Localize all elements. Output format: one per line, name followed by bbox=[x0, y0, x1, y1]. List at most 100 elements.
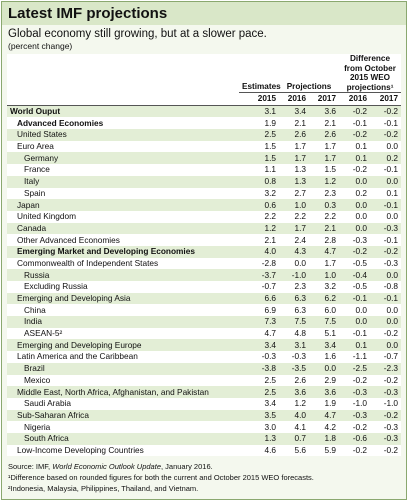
cell-value: 3.5 bbox=[239, 409, 279, 422]
cell-value: 3.6 bbox=[309, 105, 339, 118]
cell-value: 5.9 bbox=[324, 444, 336, 455]
table-row: United Kingdom 2.2 2.2 2.2 0.0 0.0 bbox=[7, 211, 401, 223]
cell-value: 0.1 bbox=[339, 152, 370, 165]
row-label: Brazil bbox=[7, 362, 239, 375]
table-row: Brazil -3.8 -3.5 0.0 -2.5 -2.3 bbox=[7, 362, 402, 375]
cell-value: 2.1 bbox=[264, 234, 276, 245]
cell-value: 0.0 bbox=[309, 362, 339, 375]
cell-value: 3.4 bbox=[264, 398, 276, 409]
row-label: Latin America and the Caribbean bbox=[17, 351, 138, 362]
table-row: Commonwealth of Independent States -2.8 0.… bbox=[7, 258, 401, 270]
cell-value: 1.7 bbox=[324, 141, 336, 152]
cell-value: 0.0 bbox=[386, 211, 399, 222]
group-header: Estimates bbox=[239, 54, 281, 93]
cell-value: 1.3 bbox=[294, 164, 306, 175]
cell-value: 5.1 bbox=[324, 328, 336, 339]
row-label: Spain bbox=[24, 187, 46, 198]
cell-value: -0.5 bbox=[352, 281, 367, 292]
cell-value: 3.6 bbox=[309, 386, 339, 398]
table-row: Low-Income Developing Countries 4.6 5.6 5.9… bbox=[7, 445, 401, 457]
cell-value: 6.3 bbox=[279, 292, 309, 305]
table-row: Excluding Russia -0.7 2.3 3.2 -0.5 -0.8 bbox=[7, 281, 401, 293]
cell-value: 3.2 bbox=[264, 187, 276, 198]
cell-value: 7.5 bbox=[279, 316, 309, 328]
cell-value: 3.4 bbox=[279, 105, 309, 118]
row-label: Sub-Saharan Africa bbox=[7, 409, 239, 422]
cell-value: 2.5 bbox=[239, 386, 279, 398]
cell-value: 2.5 bbox=[239, 129, 279, 141]
cell-value: 1.5 bbox=[239, 152, 279, 165]
cell-value: 0.0 bbox=[386, 304, 399, 315]
cell-value: -0.5 bbox=[352, 257, 367, 268]
cell-value: -0.1 bbox=[339, 292, 370, 305]
cell-value: -0.2 bbox=[383, 328, 399, 339]
cell-value: -0.3 bbox=[339, 409, 370, 422]
table-row: China 6.9 6.3 6.0 0.0 0.0 bbox=[7, 304, 401, 316]
cell-value: 0.1 bbox=[339, 339, 370, 352]
cell-value: 0.0 bbox=[386, 141, 399, 152]
table-row: Sub-Saharan Africa 3.5 4.0 4.7 -0.3 -0.2 bbox=[7, 409, 402, 422]
row-label: Emerging and Developing Asia bbox=[7, 292, 239, 305]
cell-value: 2.5 bbox=[264, 374, 276, 385]
table-row: Middle East, North Africa, Afghanistan, … bbox=[7, 386, 402, 398]
table-row: Emerging and Developing Asia 6.6 6.3 6.2 -0.… bbox=[7, 292, 402, 305]
row-label: Euro Area bbox=[17, 141, 54, 152]
row-label: Excluding Russia bbox=[24, 281, 88, 292]
cell-value: -0.8 bbox=[383, 281, 399, 292]
cell-value: 2.6 bbox=[309, 129, 339, 141]
cell-value: 6.9 bbox=[264, 304, 276, 315]
row-label: Advanced Economies bbox=[17, 117, 104, 128]
footer: Source: IMF, World Economic Outlook Upda… bbox=[8, 461, 314, 494]
cell-value: -3.5 bbox=[279, 362, 309, 375]
group-header: Difference from October 2015 WEO project… bbox=[339, 54, 402, 93]
cell-value: 1.0 bbox=[309, 269, 339, 281]
cell-value: 1.7 bbox=[294, 141, 306, 152]
cell-value: 2.3 bbox=[324, 187, 336, 198]
cell-value: -0.1 bbox=[370, 199, 402, 211]
cell-value: 1.2 bbox=[309, 175, 339, 188]
cell-value: -0.1 bbox=[352, 117, 367, 128]
year-header-row: 2015 2016 2017 2016 2017 bbox=[7, 92, 402, 106]
year-header: 2016 bbox=[339, 92, 370, 106]
cell-value: 6.2 bbox=[309, 292, 339, 305]
row-label: Germany bbox=[7, 152, 239, 165]
cell-value: 0.2 bbox=[370, 152, 402, 165]
cell-value: 0.0 bbox=[294, 257, 306, 268]
cell-value: -1.0 bbox=[383, 398, 399, 409]
cell-value: -0.2 bbox=[352, 421, 367, 432]
cell-value: 1.5 bbox=[264, 141, 276, 152]
year-header: 2016 bbox=[279, 92, 309, 106]
group-header-row: Estimates Projections Difference from Oc… bbox=[7, 54, 402, 93]
cell-value: 5.6 bbox=[294, 444, 306, 455]
cell-value: 0.0 bbox=[370, 316, 402, 328]
cell-value: -0.2 bbox=[339, 129, 370, 141]
cell-value: 0.7 bbox=[279, 432, 309, 445]
cell-value: -0.7 bbox=[383, 351, 399, 362]
cell-value: -3.8 bbox=[239, 362, 279, 375]
cell-value: 0.2 bbox=[355, 187, 367, 198]
footnote: ¹Difference based on rounded figures for… bbox=[8, 473, 314, 482]
cell-value: 6.0 bbox=[324, 304, 336, 315]
cell-value: 0.0 bbox=[339, 199, 370, 211]
table-row: Nigeria 3.0 4.1 4.2 -0.2 -0.3 bbox=[7, 421, 401, 433]
cell-value: 1.9 bbox=[324, 398, 336, 409]
row-label: China bbox=[24, 304, 46, 315]
cell-value: 4.7 bbox=[309, 245, 339, 258]
cell-value: 2.6 bbox=[294, 374, 306, 385]
table-row: Spain 3.2 2.7 2.3 0.2 0.1 bbox=[7, 188, 401, 200]
cell-value: -0.1 bbox=[383, 164, 399, 175]
cell-value: 3.4 bbox=[309, 339, 339, 352]
cell-value: 2.1 bbox=[324, 117, 336, 128]
cell-value: -2.8 bbox=[261, 257, 276, 268]
cell-value: 4.8 bbox=[294, 328, 306, 339]
cell-value: 1.3 bbox=[239, 432, 279, 445]
cell-value: 0.1 bbox=[355, 141, 367, 152]
cell-value: 3.4 bbox=[239, 339, 279, 352]
row-label: Middle East, North Africa, Afghanistan, … bbox=[7, 386, 239, 398]
table-row: Other Advanced Economies 2.1 2.4 2.8 -0.3 -0.… bbox=[7, 234, 401, 246]
row-label: Russia bbox=[7, 269, 239, 281]
cell-value: -0.2 bbox=[370, 245, 402, 258]
row-label: Emerging and Developing Europe bbox=[7, 339, 239, 352]
source-title: World Economic Outlook Update bbox=[52, 462, 161, 471]
